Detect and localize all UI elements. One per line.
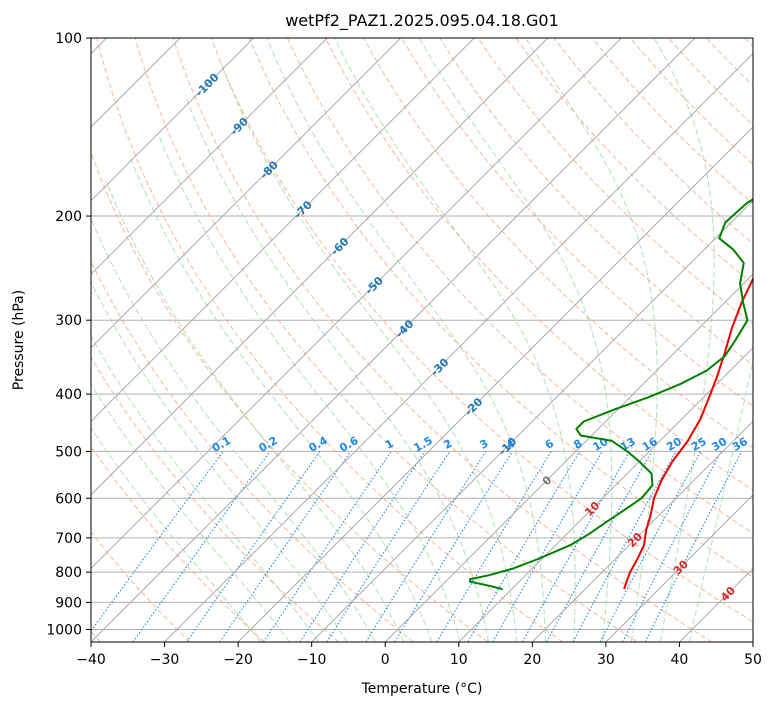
isobar-grid [91, 38, 753, 630]
y-tick-label: 300 [55, 313, 82, 329]
dry-adiabat [210, 38, 753, 623]
isotherm [91, 38, 475, 423]
mixing-ratio-line [622, 451, 722, 642]
dry-adiabat [134, 38, 638, 642]
y-tick-label: 600 [55, 491, 82, 507]
x-tick-label: −30 [150, 652, 180, 668]
x-tick-label: 0 [381, 652, 390, 668]
dry-adiabat [591, 38, 753, 205]
temperature-line [623, 277, 753, 590]
moist-adiabat [91, 335, 319, 642]
mixing-ratio-line [132, 451, 271, 642]
x-tick-label: −40 [76, 652, 106, 668]
moist-adiabat [418, 38, 613, 642]
mixing-ratio-line [326, 451, 451, 642]
plot-frame [90, 37, 754, 643]
isotherm [91, 38, 696, 642]
moist-adiabat [105, 181, 405, 642]
isotherm [237, 126, 753, 642]
moist-adiabat [91, 281, 348, 642]
moist-adiabat [266, 38, 546, 642]
dry-adiabat [91, 260, 414, 642]
dry-adiabat [477, 38, 753, 325]
dry-adiabat [91, 356, 340, 642]
isotherm [384, 273, 753, 642]
moist-adiabat [157, 133, 461, 642]
dewpoint-line [468, 198, 753, 591]
mixing-ratio-line [572, 451, 677, 642]
isotherm [91, 38, 622, 570]
dry-adiabat [325, 38, 753, 491]
y-tick-label: 1000 [46, 622, 82, 638]
y-tick-label: 200 [55, 209, 82, 225]
moist-adiabat [334, 38, 576, 642]
dry-adiabat [286, 38, 753, 534]
chart-title: wetPf2_PAZ1.2025.095.04.18.G01 [285, 11, 559, 31]
x-axis-ticks: −40 −30 −20 −10 0 10 20 30 40 50 [76, 642, 762, 668]
mixing-ratio-line [644, 451, 743, 642]
isotherm [531, 420, 753, 642]
mixing-ratio-line [186, 451, 321, 642]
y-tick-label: 700 [55, 531, 82, 547]
dry-adiabat [401, 38, 753, 407]
isotherm [164, 52, 753, 642]
isotherm [91, 38, 328, 275]
mixing-ratio-line [599, 451, 702, 642]
moist-adiabat [91, 217, 376, 642]
isotherm [311, 199, 753, 642]
isotherm-grid [91, 38, 753, 642]
moist-adiabat [91, 383, 291, 642]
dry-adiabat [91, 531, 191, 642]
x-tick-label: 20 [523, 652, 541, 668]
y-tick-label: 100 [55, 31, 82, 47]
dry-adiabat [96, 38, 563, 642]
dry-adiabat [439, 38, 753, 366]
isotherm [91, 38, 549, 496]
x-tick-label: 10 [450, 652, 468, 668]
moist-adiabat [91, 427, 262, 642]
isotherm [91, 38, 402, 349]
isotherm [605, 494, 753, 642]
moist-adiabat [130, 158, 433, 642]
moist-adiabat [653, 38, 715, 642]
mixing-ratio-line [299, 451, 426, 642]
moist-adiabats [91, 38, 753, 642]
x-tick-label: 50 [744, 652, 762, 668]
x-tick-label: −20 [223, 652, 253, 668]
isotherm [91, 38, 255, 202]
x-axis-label: Temperature (°C) [361, 681, 483, 697]
dry-adiabat [248, 38, 753, 578]
dry-adiabat [91, 151, 489, 642]
y-tick-label: 500 [55, 444, 82, 460]
y-tick-label: 800 [55, 565, 82, 581]
x-tick-label: −10 [297, 652, 327, 668]
x-tick-label: 30 [597, 652, 615, 668]
y-axis-label: Pressure (hPa) [11, 290, 27, 390]
isotherm [458, 347, 753, 642]
mixing-ratio-line [91, 451, 224, 632]
mixing-ratio-line [522, 451, 631, 642]
moist-adiabat [184, 95, 489, 642]
dry-adiabats [91, 38, 753, 642]
y-tick-label: 900 [55, 595, 82, 611]
dry-adiabat [172, 38, 713, 642]
sounding-profiles [468, 198, 753, 591]
mixing-ratio-line [394, 451, 513, 642]
y-tick-label: 400 [55, 387, 82, 403]
dry-adiabat [515, 38, 753, 285]
moist-adiabat [688, 358, 753, 642]
mixing-ratio-lines [91, 451, 743, 642]
x-tick-label: 40 [671, 652, 689, 668]
y-axis-ticks: 100 200 300 400 500 600 700 800 900 1000 [46, 31, 91, 638]
mixing-ratio-line [365, 451, 487, 642]
mixing-ratio-line [492, 451, 603, 642]
moist-adiabat [220, 62, 518, 642]
